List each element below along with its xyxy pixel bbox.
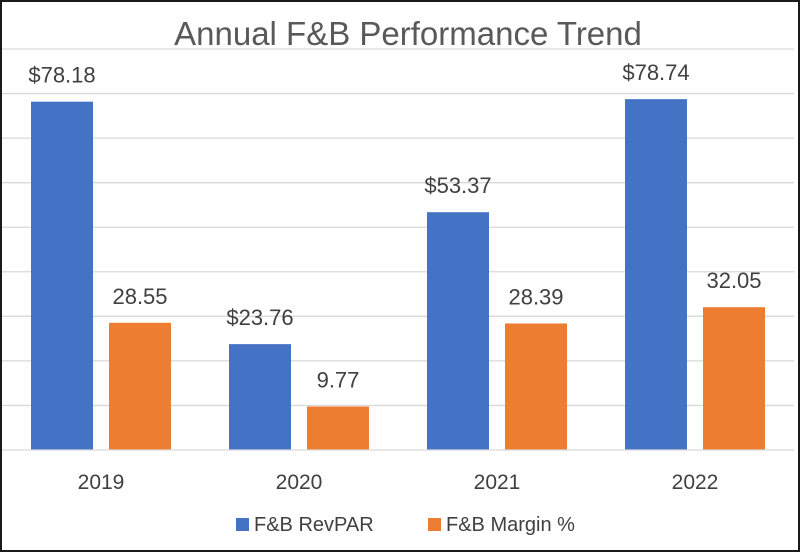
data-label: $78.74	[622, 60, 689, 85]
bar-f-b-margin--2021	[505, 323, 567, 450]
data-label: 9.77	[317, 367, 360, 392]
chart-title: Annual F&B Performance Trend	[174, 15, 642, 52]
x-axis: 2019 2020 2021 2022	[2, 449, 794, 494]
bar-f-b-margin--2020	[307, 406, 369, 450]
bars	[31, 99, 765, 450]
bar-f-b-margin--2022	[703, 307, 765, 450]
legend-label: F&B RevPAR	[254, 514, 374, 536]
data-label: $78.18	[28, 63, 95, 88]
bar-f-b-margin--2019	[109, 322, 171, 450]
bar-f-b-revpar-2022	[625, 99, 687, 450]
x-tick-label: 2021	[474, 471, 521, 494]
data-label: $23.76	[226, 305, 293, 330]
data-label: 28.55	[112, 284, 167, 309]
legend-label: F&B Margin %	[446, 514, 575, 536]
x-tick-label: 2020	[276, 471, 323, 494]
legend-swatch	[236, 518, 249, 531]
legend-swatch	[428, 518, 441, 531]
data-label: $53.37	[424, 173, 491, 198]
x-tick-label: 2019	[78, 471, 125, 494]
bar-f-b-revpar-2020	[229, 344, 291, 450]
data-labels: $78.18 28.55 $23.76 9.77 $53.37 28.39 $78.74 32…	[28, 60, 761, 392]
legend: F&B RevPAR F&B Margin %	[236, 514, 575, 536]
bar-f-b-revpar-2021	[427, 212, 489, 450]
data-label: 32.05	[706, 268, 761, 293]
data-label: 28.39	[508, 285, 563, 310]
bar-f-b-revpar-2019	[31, 101, 93, 450]
x-tick-label: 2022	[672, 471, 719, 494]
